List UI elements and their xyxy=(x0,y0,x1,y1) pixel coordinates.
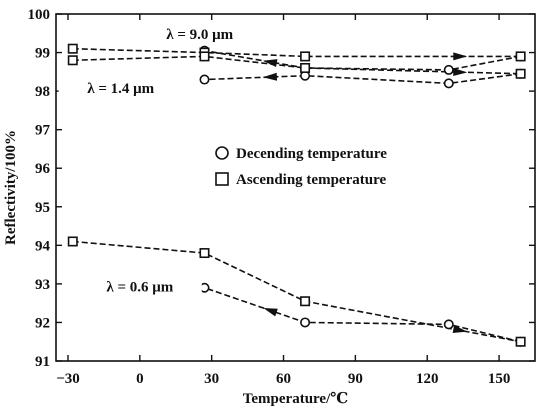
annotation-background xyxy=(58,79,183,99)
legend-label-decending: Decending temperature xyxy=(236,146,387,162)
x-tick-label: −30 xyxy=(56,371,80,387)
plot-frame xyxy=(55,13,536,362)
direction-arrow xyxy=(262,59,278,68)
data-point-square xyxy=(300,51,311,62)
y-tick-label: 92 xyxy=(35,315,50,331)
data-point-square xyxy=(515,51,526,62)
legend-circle-marker xyxy=(215,146,229,160)
y-tick-label: 99 xyxy=(35,46,50,62)
x-tick-label: 150 xyxy=(488,371,511,387)
direction-arrow xyxy=(453,67,468,76)
labels-group: Temperature/℃ Reflectivity/100% λ = 9.0 μm… xyxy=(3,25,348,407)
direction-arrows-group xyxy=(262,52,468,334)
data-point-circle xyxy=(199,74,210,85)
direction-arrow xyxy=(453,52,468,61)
y-tick-label: 100 xyxy=(28,7,51,23)
data-point-square xyxy=(515,68,526,79)
series-lines-group xyxy=(72,47,521,343)
data-point-square xyxy=(300,62,311,73)
y-tick-label: 94 xyxy=(35,238,51,254)
y-tick-label: 93 xyxy=(35,277,50,293)
data-point-circle xyxy=(443,319,454,330)
data-point-circle xyxy=(443,64,454,75)
legend-label-ascending: Ascending temperature xyxy=(236,172,386,188)
wavelength-annotation: λ = 0.6 μm xyxy=(106,280,173,296)
series-line xyxy=(72,240,521,343)
data-point-square xyxy=(199,248,210,259)
x-axis-label: Temperature/℃ xyxy=(243,391,348,407)
legend: Decending temperature Ascending temperatu… xyxy=(215,146,387,188)
data-point-square xyxy=(67,236,78,247)
legend-square-marker xyxy=(215,172,229,186)
annotation-background xyxy=(77,277,202,297)
y-tick-label: 97 xyxy=(35,123,51,139)
direction-arrow xyxy=(262,72,278,81)
data-point-square xyxy=(67,55,78,66)
direction-arrow xyxy=(263,308,278,317)
annotation-background xyxy=(137,25,262,45)
wavelength-annotation: λ = 1.4 μm xyxy=(87,81,154,97)
axes-group: 91 92 93 94 95 96 97 98 99 100 −30 0 30 60 90 120 150 xyxy=(28,7,536,387)
x-tick-label: 60 xyxy=(276,371,291,387)
y-tick-label: 91 xyxy=(35,354,50,370)
y-tick-label: 96 xyxy=(35,161,51,177)
markers-group xyxy=(67,43,526,347)
data-point-circle xyxy=(443,78,454,89)
series-line xyxy=(204,286,521,343)
x-tick-label: 0 xyxy=(136,371,144,387)
x-tick-label: 90 xyxy=(348,371,363,387)
x-tick-label: 30 xyxy=(204,371,219,387)
x-tick-label: 120 xyxy=(416,371,439,387)
data-point-square xyxy=(67,43,78,54)
series-line xyxy=(72,47,521,58)
series-line xyxy=(204,72,521,85)
direction-arrow xyxy=(452,325,468,334)
data-point-square xyxy=(515,336,526,347)
wavelength-annotation: λ = 9.0 μm xyxy=(166,27,233,43)
data-point-square xyxy=(300,296,311,307)
y-tick-label: 98 xyxy=(35,84,50,100)
series-line xyxy=(72,55,521,75)
data-point-circle xyxy=(300,317,311,328)
y-axis-label: Reflectivity/100% xyxy=(3,130,19,245)
y-tick-label: 95 xyxy=(35,200,50,216)
data-point-square xyxy=(199,51,210,62)
series-line xyxy=(204,49,521,71)
